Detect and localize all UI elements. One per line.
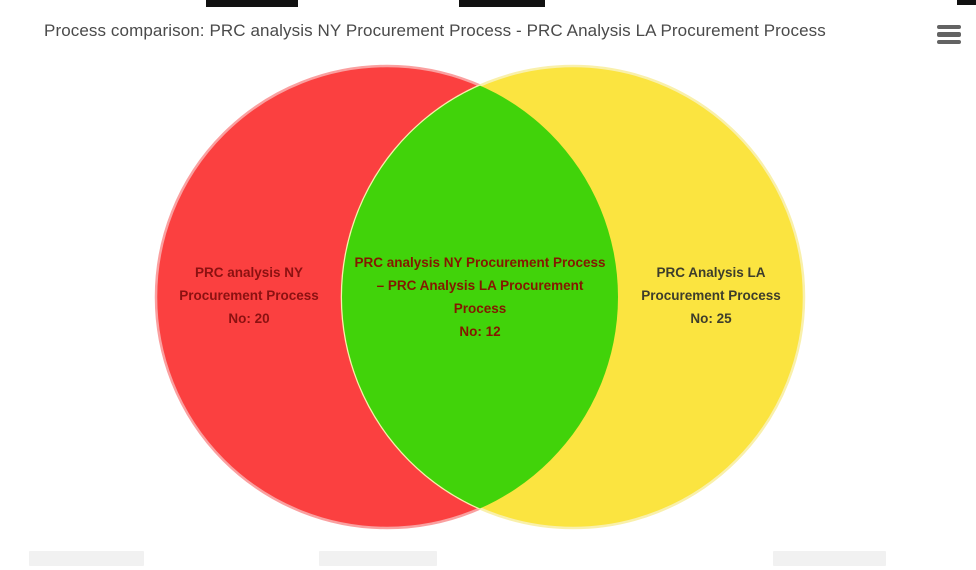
page-title: Process comparison: PRC analysis NY Proc… [44, 21, 826, 40]
redacted-bottom-item [319, 551, 437, 566]
hamburger-menu-icon[interactable] [937, 25, 961, 44]
redacted-toolbar-item [206, 0, 298, 7]
venn-intersection[interactable] [342, 66, 804, 528]
redacted-toolbar-item [957, 0, 976, 5]
redacted-bottom-item [773, 551, 886, 566]
redacted-toolbar-item [459, 0, 545, 7]
redacted-bottom-item [29, 551, 144, 566]
